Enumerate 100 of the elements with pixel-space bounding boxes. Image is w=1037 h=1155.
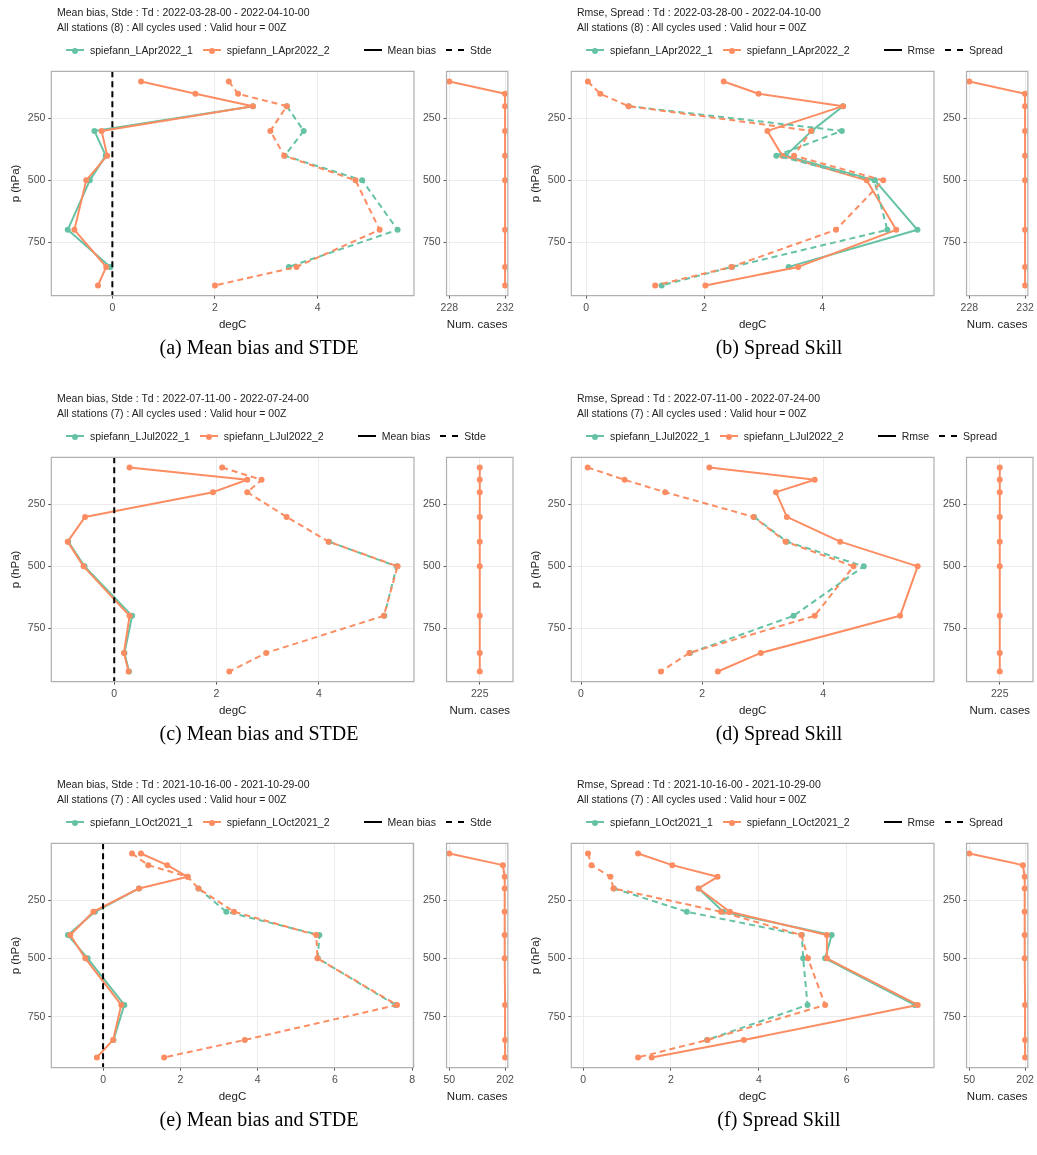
y-axis-title: p (hPa) <box>9 164 22 203</box>
y-tick-label: 750 <box>547 621 566 634</box>
y-tick-label: 250 <box>942 892 961 905</box>
x-tick-label: 2 <box>701 300 708 313</box>
x-tick-label: 8 <box>409 1072 416 1085</box>
x-tick-label: 4 <box>254 1072 261 1085</box>
text: Mean bias <box>387 816 436 828</box>
x-tick-label: 2 <box>177 1072 184 1085</box>
x-axis-title: degC <box>738 704 767 717</box>
y-tick-label: 750 <box>27 235 46 248</box>
chart-subtitle: All stations (8) : All cycles used : Valid hour = 00Z <box>57 21 287 33</box>
y-tick-label: 250 <box>422 892 441 905</box>
y-tick-label: 750 <box>422 235 441 248</box>
x-axis-title: degC <box>738 1090 767 1103</box>
x-axis-title: Num. cases <box>966 318 1028 331</box>
chart-title: Rmse, Spread : Td : 2021-10-16-00 - 2021-10-29-00 <box>577 778 821 790</box>
legend-label: spiefann_LApr2022_1 <box>90 44 193 56</box>
y-tick-label: 250 <box>422 497 441 510</box>
x-tick-label: 228 <box>440 300 459 313</box>
chart-subtitle: All stations (7) : All cycles used : Valid hour = 00Z <box>57 793 287 805</box>
y-tick-label: 500 <box>547 173 566 186</box>
x-tick-label: 2 <box>213 686 220 699</box>
y-tick-label: 750 <box>547 1009 566 1022</box>
y-tick-label: 250 <box>942 111 961 124</box>
x-tick-label: 0 <box>111 686 118 699</box>
y-tick-label: 500 <box>422 173 441 186</box>
y-tick-label: 750 <box>422 1009 441 1022</box>
text: Spread <box>968 816 1003 828</box>
text: Rmse <box>907 44 935 56</box>
y-tick-label: 750 <box>942 235 961 248</box>
chart-subtitle: All stations (7) : All cycles used : Valid hour = 00Z <box>577 793 807 805</box>
y-tick-label: 250 <box>547 497 566 510</box>
legend-label: spiefann_LApr2022_1 <box>610 44 713 56</box>
chart-title: Mean bias, Stde : Td : 2021-10-16-00 - 2021-10-29-00 <box>57 778 310 790</box>
x-axis-title: Num. cases <box>446 1090 508 1103</box>
chart-title: Mean bias, Stde : Td : 2022-07-11-00 - 2022-07-24-00 <box>57 392 309 404</box>
x-tick-label: 6 <box>331 1072 338 1085</box>
x-tick-label: 4 <box>315 686 322 699</box>
x-tick-label: 2 <box>668 1072 675 1085</box>
text: (b) Spread Skill <box>714 336 844 359</box>
y-axis-title: p (hPa) <box>9 550 22 589</box>
x-tick-label: 0 <box>583 300 590 313</box>
text: (c) Mean bias and STDE <box>158 722 360 745</box>
legend-label: spiefann_LJul2022_2 <box>223 430 324 442</box>
x-tick-label: 6 <box>843 1072 850 1085</box>
y-tick-label: 250 <box>27 111 46 124</box>
chart-title: Mean bias, Stde : Td : 2022-03-28-00 - 2022-04-10-00 <box>57 6 310 18</box>
y-tick-label: 500 <box>27 559 46 572</box>
y-tick-label: 500 <box>27 173 46 186</box>
y-tick-label: 750 <box>27 621 46 634</box>
x-tick-label: 2 <box>212 300 219 313</box>
legend-label: spiefann_LJul2022_2 <box>743 430 844 442</box>
x-axis-title: degC <box>738 318 767 331</box>
x-tick-label: 50 <box>443 1072 456 1085</box>
y-tick-label: 750 <box>942 1009 961 1022</box>
legend-label: spiefann_LJul2022_1 <box>610 430 710 442</box>
text: (d) Spread Skill <box>714 722 844 745</box>
x-tick-label: 232 <box>496 300 514 313</box>
y-tick-label: 500 <box>942 173 961 186</box>
x-tick-label: 232 <box>1016 300 1034 313</box>
y-tick-label: 500 <box>547 559 566 572</box>
y-tick-label: 500 <box>942 951 961 964</box>
x-axis-title: degC <box>218 1090 247 1103</box>
y-tick-label: 500 <box>422 951 441 964</box>
x-tick-label: 50 <box>963 1072 976 1085</box>
y-tick-label: 500 <box>27 951 46 964</box>
y-tick-label: 250 <box>942 497 961 510</box>
x-tick-label: 225 <box>470 686 489 699</box>
legend-label: spiefann_LApr2022_2 <box>746 44 850 56</box>
legend-label: spiefann_LApr2022_2 <box>226 44 330 56</box>
y-tick-label: 750 <box>422 621 441 634</box>
chart-subtitle: All stations (8) : All cycles used : Valid hour = 00Z <box>577 21 807 33</box>
y-axis-title: p (hPa) <box>529 936 542 975</box>
x-axis-title: Num. cases <box>449 704 511 717</box>
x-tick-label: 0 <box>580 1072 587 1085</box>
chart-title: Rmse, Spread : Td : 2022-03-28-00 - 2022-04-10-00 <box>577 6 821 18</box>
x-tick-label: 4 <box>314 300 321 313</box>
chart-subtitle: All stations (7) : All cycles used : Valid hour = 00Z <box>57 407 287 419</box>
x-tick-label: 0 <box>578 686 585 699</box>
legend-label: spiefann_LOct2021_2 <box>226 816 330 828</box>
y-tick-label: 500 <box>547 951 566 964</box>
text: Spread <box>963 430 997 442</box>
text: Mean bias <box>387 44 436 56</box>
text: (f) Spread Skill <box>716 1108 842 1131</box>
text: (e) Mean bias and STDE <box>158 1108 360 1131</box>
x-axis-title: degC <box>218 704 247 717</box>
text: Mean bias <box>381 430 431 442</box>
legend-label: spiefann_LOct2021_1 <box>90 816 193 828</box>
x-tick-label: 228 <box>960 300 979 313</box>
y-tick-label: 750 <box>942 621 961 634</box>
y-tick-label: 250 <box>422 111 441 124</box>
x-axis-title: degC <box>218 318 247 331</box>
text: Stde <box>469 44 492 56</box>
y-axis-title: p (hPa) <box>529 550 542 589</box>
text: (a) Mean bias and STDE <box>158 336 360 359</box>
x-axis-title: Num. cases <box>969 704 1031 717</box>
y-tick-label: 250 <box>547 892 566 905</box>
y-tick-label: 250 <box>27 497 46 510</box>
x-tick-label: 4 <box>820 686 827 699</box>
x-tick-label: 202 <box>1016 1072 1034 1085</box>
